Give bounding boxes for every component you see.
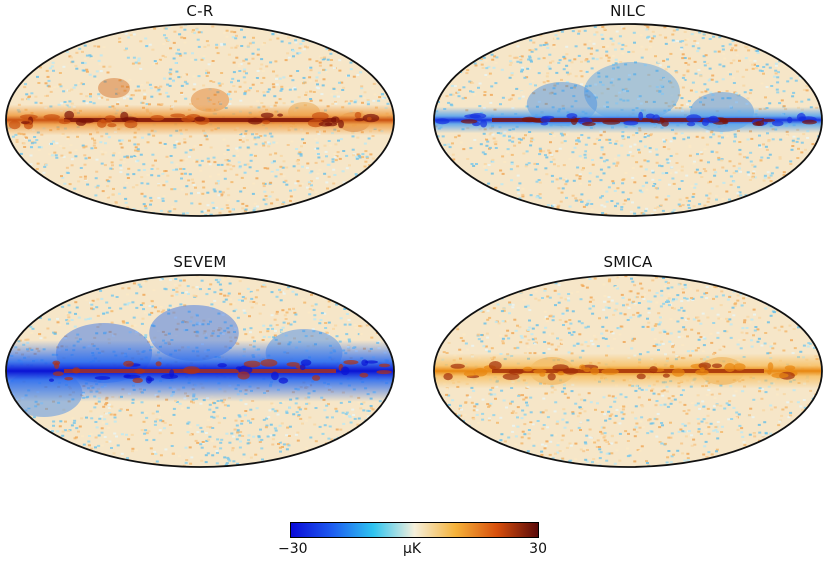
map-panel-cr: C-R — [4, 2, 396, 228]
map-content — [6, 24, 394, 216]
sky-map-nilc — [433, 23, 823, 217]
colorbar-gradient — [290, 522, 539, 538]
colorbar-max-label: 30 — [529, 541, 547, 557]
map-outline — [433, 274, 823, 468]
colorbar-unit-label: μK — [403, 541, 422, 557]
map-outline — [5, 23, 395, 217]
sky-map-smica — [433, 274, 823, 468]
map-panel-sevem: SEVEM — [4, 253, 396, 479]
map-panel-smica: SMICA — [432, 253, 824, 479]
map-outline — [433, 23, 823, 217]
colorbar: −30 μK 30 — [278, 522, 547, 562]
map-panel-nilc: NILC — [432, 2, 824, 228]
sky-map-sevem — [5, 274, 395, 468]
panel-title: SMICA — [603, 253, 653, 271]
colorbar-min-label: −30 — [278, 541, 308, 557]
panel-title: NILC — [610, 2, 646, 20]
sky-map-cr — [5, 23, 395, 217]
map-content — [434, 24, 822, 216]
panel-title: C-R — [186, 2, 214, 20]
panel-title: SEVEM — [173, 253, 227, 271]
map-content — [434, 275, 822, 467]
map-outline — [5, 274, 395, 468]
